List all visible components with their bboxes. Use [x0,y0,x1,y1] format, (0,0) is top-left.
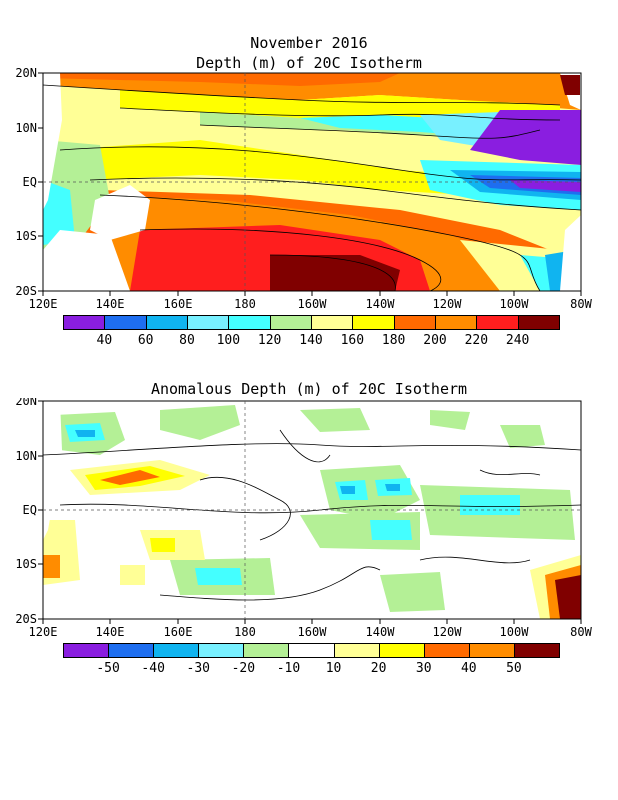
colorbar-swatch [243,643,290,658]
top-lat-label: EQ [23,175,37,189]
colorbar-swatch [513,643,560,658]
bottom-lon-label: 100W [500,625,530,638]
colorbar-label: -20 [231,661,256,676]
colorbar-label: 220 [464,333,489,348]
colorbar-label: 80 [179,333,195,348]
colorbar-label: 50 [506,661,522,676]
colorbar-label: 100 [216,333,241,348]
top-lat-label: 20N [15,66,37,80]
colorbar-label: 20 [370,661,387,676]
colorbar-swatch [468,643,515,658]
bottom-panel-title: Anomalous Depth (m) of 20C Isotherm [150,380,468,398]
colorbar-label: 40 [460,661,477,676]
colorbar-label: 140 [299,333,323,348]
colorbar-label: 160 [340,333,365,348]
bottom-lon-label: 180 [234,625,256,638]
colorbar-label: 10 [325,661,342,676]
colorbar-label: 120 [257,333,282,348]
bottom-lon-label: 140W [366,625,396,638]
bottom-lon-label: 80W [570,625,592,638]
bottom-lat-label: 20N [15,398,37,408]
top-lat-label: 20S [15,284,37,298]
bottom-lat-label: 10N [15,449,37,463]
colorbar-swatch [378,643,425,658]
top-lon-label: 120E [29,297,58,311]
top-lon-label: 80W [570,297,592,311]
colorbar-swatch [228,315,271,330]
colorbar-swatch [517,315,560,330]
colorbar-swatch [333,643,380,658]
colorbar-label: 40 [96,333,113,348]
top-panel-title: Depth (m) of 20C Isotherm [196,54,422,72]
colorbar-label: -30 [186,661,210,676]
colorbar-swatch [153,643,200,658]
colorbar-swatch [108,643,155,658]
top-lon-label: 140W [366,297,396,311]
top-lon-label: 160W [298,297,328,311]
bottom-lon-label: 160E [164,625,193,638]
colorbar-swatch [288,643,335,658]
colorbar-swatch [145,315,188,330]
bottom-lat-label: 10S [15,557,37,571]
top-lon-label: 180 [234,297,256,311]
top-lon-label: 120W [433,297,463,311]
bottom-lon-label: 120W [433,625,463,638]
colorbar-label: 180 [381,333,406,348]
figure-title: November 2016 [250,34,368,52]
colorbar-swatch [352,315,395,330]
colorbar-label: -40 [141,661,165,676]
bottom-lat-label: 20S [15,612,37,626]
colorbar-label: 200 [423,333,447,348]
colorbar-swatch [198,643,245,658]
top-map-field [43,73,581,291]
bottom-map: 20N 10N EQ 10S 20S 120E 140E 160E 180 16… [15,398,592,638]
colorbar-swatch [311,315,354,330]
colorbar-swatch [187,315,230,330]
top-colorbar: 40 60 80 100 120 140 160 180 200 220 240 [63,315,560,355]
bottom-map-field [43,401,581,619]
colorbar-swatch [393,315,436,330]
colorbar-swatch [63,315,106,330]
colorbar-swatch [476,315,519,330]
colorbar-label: -50 [96,661,120,676]
colorbar-label: 240 [505,333,530,348]
top-lon-label: 140E [96,297,125,311]
colorbar-label: 60 [137,333,154,348]
colorbar-swatch [63,643,110,658]
colorbar-label: -10 [276,661,301,676]
colorbar-swatch [435,315,478,330]
bottom-lon-label: 120E [29,625,58,638]
top-lat-label: 10N [15,121,37,135]
bottom-lon-label: 140E [96,625,125,638]
colorbar-swatch [104,315,147,330]
colorbar-swatch [269,315,312,330]
bottom-lon-label: 160W [298,625,328,638]
top-lon-label: 160E [164,297,193,311]
top-map: 20N 10N EQ 10S 20S 120E 140E 160E 180 16… [15,66,592,311]
colorbar-swatch [423,643,470,658]
colorbar-label: 30 [415,661,432,676]
bottom-lat-label: EQ [23,503,37,517]
top-lon-label: 100W [500,297,530,311]
top-lat-label: 10S [15,229,37,243]
bottom-colorbar: -50 -40 -30 -20 -10 10 20 30 40 50 [63,643,560,683]
